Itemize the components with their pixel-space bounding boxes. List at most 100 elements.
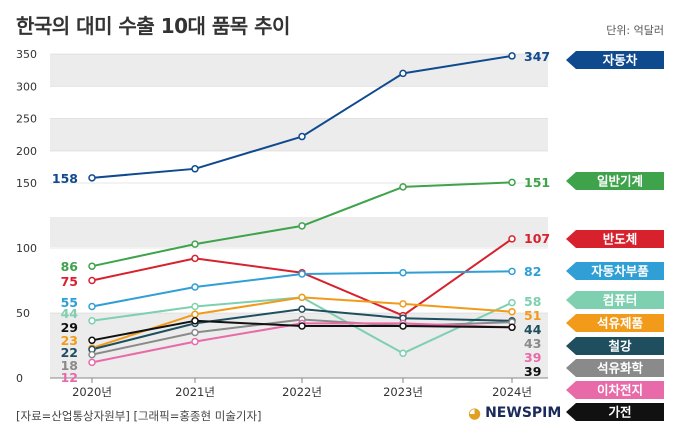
legend-label: 석유제품 [597,316,644,331]
legend-item: 자동차부품 [566,262,664,280]
series-start-label: 12 [61,370,78,385]
x-tick-label: 2021년 [175,385,215,399]
brand-name: NEWSPIM [485,405,562,421]
legend-tag [566,172,664,190]
data-point [88,358,96,367]
legend-item: 석유화학 [566,359,664,377]
legend-label: 가전 [608,405,631,420]
series-end-label: 44 [524,322,542,337]
y-tick-label: 200 [16,145,37,158]
data-point [399,69,407,78]
series-end-label: 58 [524,294,541,309]
legend-item: 일반기계 [566,172,664,190]
x-axis-ticks: 2020년 2021년 2022년 2023년 2024년 [50,377,548,399]
y-tick-label: 100 [16,242,37,255]
legend-tag [566,381,664,399]
y-tick-label: 250 [16,113,37,126]
legend-label: 이차전지 [597,383,643,398]
y-tick-label: 50 [16,307,30,320]
data-point [88,276,96,285]
legend-label: 컴퓨터 [603,293,638,308]
plot-background-bands [50,54,548,378]
legend-tag [566,337,664,355]
data-point [191,310,199,319]
data-point [88,174,96,182]
y-tick-label: 150 [16,177,37,190]
legend-label: 철강 [608,339,632,354]
series-end-label: 43 [524,336,541,351]
data-point [508,298,516,307]
legend-tag [566,262,664,280]
legend-label: 일반기계 [597,174,643,189]
series-start-label: 22 [61,345,78,360]
data-point [88,302,96,311]
series-start-label: 86 [61,259,79,274]
legend-item: 컴퓨터 [566,291,664,309]
series-end-label: 82 [524,264,541,279]
data-point [191,283,199,291]
legend-tag [566,403,664,421]
data-point [399,183,407,191]
series-end-label: 39 [524,364,541,379]
series-start-label: 23 [61,333,78,348]
background-band [50,54,548,87]
data-point [508,178,516,187]
data-point [508,307,516,316]
data-point [508,235,516,243]
series-start-label: 55 [61,295,78,310]
data-point [298,305,306,313]
legend-label: 자동차 [603,53,638,68]
data-point [298,322,306,330]
series-start-label: 44 [61,306,79,321]
x-tick-label: 2020년 [72,385,112,399]
data-point [191,337,199,346]
data-point [298,293,306,302]
data-point [298,270,306,278]
x-tick-label: 2023년 [383,385,423,399]
x-tick-label: 2024년 [492,385,532,399]
data-point [298,222,306,230]
x-tick-label: 2022년 [282,385,322,399]
data-point [399,349,407,358]
legend-label: 석유화학 [597,361,644,376]
series-start-label: 158 [52,171,78,186]
data-point [88,336,96,345]
data-point [191,240,199,248]
series-end-label: 151 [524,175,550,190]
data-point [191,317,199,325]
y-tick-label: 300 [16,80,37,93]
legend-item: 석유제품 [566,314,664,332]
series-end-label: 107 [524,231,550,246]
series-start-label: 75 [61,274,78,289]
legend-tag [566,359,664,377]
data-point [298,132,306,141]
series-start-label: 29 [61,320,78,335]
data-point [508,323,516,332]
source-credit: [자료=산업통상자원부] [그래픽=홍종현 미술기자] [16,409,262,423]
data-point [191,302,199,311]
series-end-label: 51 [524,308,541,323]
brand-logo: ◕ NEWSPIM [468,404,561,422]
data-point [88,317,96,325]
series-start-label: 18 [61,358,78,373]
y-tick-label: 0 [16,372,23,385]
unit-label: 단위: 억달러 [606,24,664,37]
background-band [50,217,548,247]
data-point [88,262,96,270]
legend-label: 자동차부품 [591,264,649,279]
series-end-label: 347 [524,49,550,64]
legend-item: 철강 [566,337,664,355]
data-point [399,300,407,308]
legend-tag [566,51,664,69]
series-points [88,52,516,367]
data-point [191,165,199,173]
data-point [508,267,516,276]
data-point [399,268,407,277]
legend-item: 이차전지 [566,381,664,399]
data-point [399,322,407,330]
data-point [88,350,96,359]
